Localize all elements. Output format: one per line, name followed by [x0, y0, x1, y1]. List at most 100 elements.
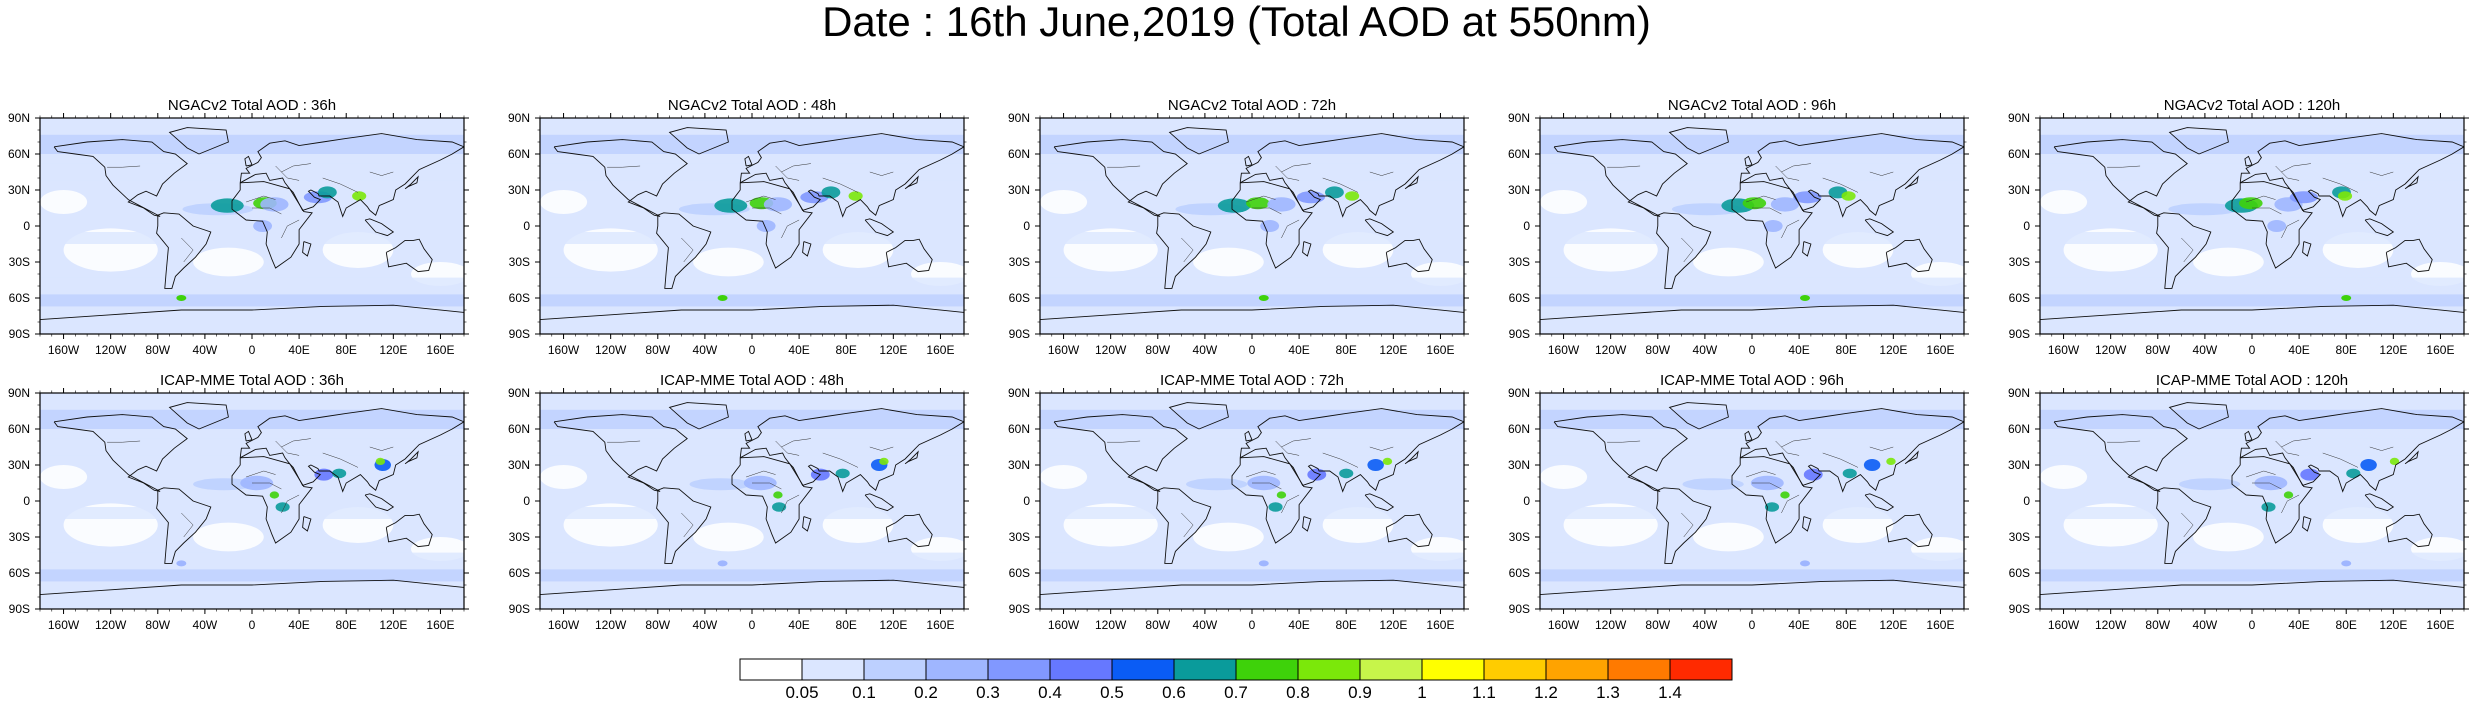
- country-border: [1246, 470, 1276, 478]
- lat-tick-label: 60N: [1508, 147, 1530, 161]
- country-border: [2246, 195, 2276, 203]
- lat-tick-label: 60S: [1509, 566, 1530, 580]
- coastline: [1364, 493, 1395, 512]
- lat-tick-label: 30S: [2009, 255, 2030, 269]
- lon-tick-label: 0: [749, 618, 756, 632]
- country-border: [1107, 440, 1141, 443]
- lon-tick-label: 120W: [1095, 343, 1127, 357]
- coastline: [1553, 414, 1688, 492]
- coastline: [2168, 402, 2229, 430]
- lon-tick-label: 160W: [1048, 618, 1080, 632]
- coastline: [244, 430, 253, 442]
- country-border: [2369, 171, 2394, 176]
- lon-tick-label: 40E: [288, 343, 309, 357]
- colorbar-swatch: [1545, 658, 1609, 681]
- lon-tick-label: 80W: [1145, 343, 1170, 357]
- coastline: [1040, 304, 1464, 321]
- lat-tick-label: 60S: [1009, 291, 1030, 305]
- panel-title: ICAP-MME Total AOD : 120h: [2156, 372, 2348, 389]
- coastline: [40, 304, 464, 321]
- map-panel: ICAP-MME Total AOD : 96h 160W 120W 80W 40W 0 4…: [1508, 372, 1969, 632]
- coastline: [239, 133, 464, 218]
- country-border: [281, 219, 300, 239]
- colorbar-swatch: [1049, 658, 1113, 681]
- lat-tick-label: 90S: [1509, 327, 1530, 341]
- coastline: [1802, 516, 1812, 532]
- colorbar-label: 0.7: [1224, 683, 1248, 701]
- lon-tick-label: 120E: [379, 343, 407, 357]
- lon-tick-label: 160E: [926, 343, 954, 357]
- coastline: [1668, 402, 1729, 430]
- coastline: [1404, 175, 1419, 190]
- lon-tick-label: 160E: [2426, 343, 2454, 357]
- lon-tick-label: 120E: [1379, 618, 1407, 632]
- coastline: [168, 402, 229, 430]
- lon-tick-label: 160W: [1048, 343, 1080, 357]
- country-border: [752, 482, 782, 490]
- lat-tick-label: 30S: [1509, 255, 1530, 269]
- country-border: [1181, 512, 1194, 538]
- lon-tick-label: 80W: [2145, 343, 2170, 357]
- lon-tick-label: 120W: [1095, 618, 1127, 632]
- lon-tick-label: 40W: [1193, 618, 1218, 632]
- lat-tick-label: 90N: [8, 111, 30, 125]
- coastline: [1404, 450, 1419, 465]
- country-border: [781, 494, 800, 514]
- lon-tick-label: 80E: [336, 618, 357, 632]
- colorbar-swatch: [863, 658, 927, 681]
- coastline: [1739, 133, 1964, 218]
- country-border: [1775, 440, 1800, 456]
- lat-tick-label: 60N: [2008, 422, 2030, 436]
- country-border: [1781, 219, 1800, 239]
- lat-tick-label: 30N: [2008, 458, 2030, 472]
- lat-tick-label: 30N: [508, 183, 530, 197]
- coastline: [1385, 238, 1433, 273]
- country-border: [1281, 494, 1300, 514]
- coastline: [1156, 487, 1212, 564]
- coastline: [885, 238, 933, 273]
- lat-tick-label: 0: [1523, 494, 1530, 508]
- lat-tick-label: 30S: [1009, 255, 1030, 269]
- country-border: [1275, 165, 1300, 181]
- country-border: [1781, 163, 1811, 173]
- map-panel: NGACv2 Total AOD : 96h 160W 120W 80W 40W 0 40E…: [1508, 97, 1969, 357]
- lon-tick-label: 120W: [595, 343, 627, 357]
- country-border: [2281, 219, 2300, 239]
- colorbar-label: 1.1: [1472, 683, 1496, 701]
- country-border: [2181, 237, 2194, 263]
- country-border: [181, 237, 194, 263]
- coastline: [885, 513, 933, 548]
- lat-tick-label: 90N: [8, 386, 30, 400]
- lon-tick-label: 40W: [693, 343, 718, 357]
- lon-tick-label: 120W: [95, 343, 127, 357]
- country-border: [681, 512, 694, 538]
- country-border: [869, 171, 894, 176]
- colorbar-swatch: [925, 658, 989, 681]
- coastline: [802, 516, 812, 532]
- colorbar-swatch: [987, 658, 1051, 681]
- lon-tick-label: 80W: [645, 618, 670, 632]
- lat-tick-label: 60S: [1509, 291, 1530, 305]
- coastline: [668, 402, 729, 430]
- coastline: [364, 218, 395, 237]
- coastline: [53, 414, 188, 492]
- map-panel: NGACv2 Total AOD : 120h 160W 120W 80W 40W 0 40…: [2008, 97, 2469, 357]
- country-border: [607, 440, 641, 443]
- coastline: [53, 139, 188, 217]
- country-border: [281, 494, 300, 514]
- aod-field: [540, 118, 964, 334]
- colorbar-label: 0.8: [1286, 683, 1310, 701]
- coastline: [656, 487, 712, 564]
- lon-tick-label: 0: [749, 343, 756, 357]
- colorbar-swatch: [1359, 658, 1423, 681]
- coastline: [156, 212, 212, 289]
- country-border: [246, 470, 276, 478]
- coastline: [1739, 408, 1964, 493]
- lon-tick-label: 120E: [379, 618, 407, 632]
- lon-tick-label: 120W: [2095, 343, 2127, 357]
- lon-tick-label: 160E: [926, 618, 954, 632]
- map-panel: ICAP-MME Total AOD : 72h 160W 120W 80W 40W 0 4…: [1008, 372, 1469, 632]
- lon-tick-label: 0: [1249, 343, 1256, 357]
- coastline: [1904, 450, 1919, 465]
